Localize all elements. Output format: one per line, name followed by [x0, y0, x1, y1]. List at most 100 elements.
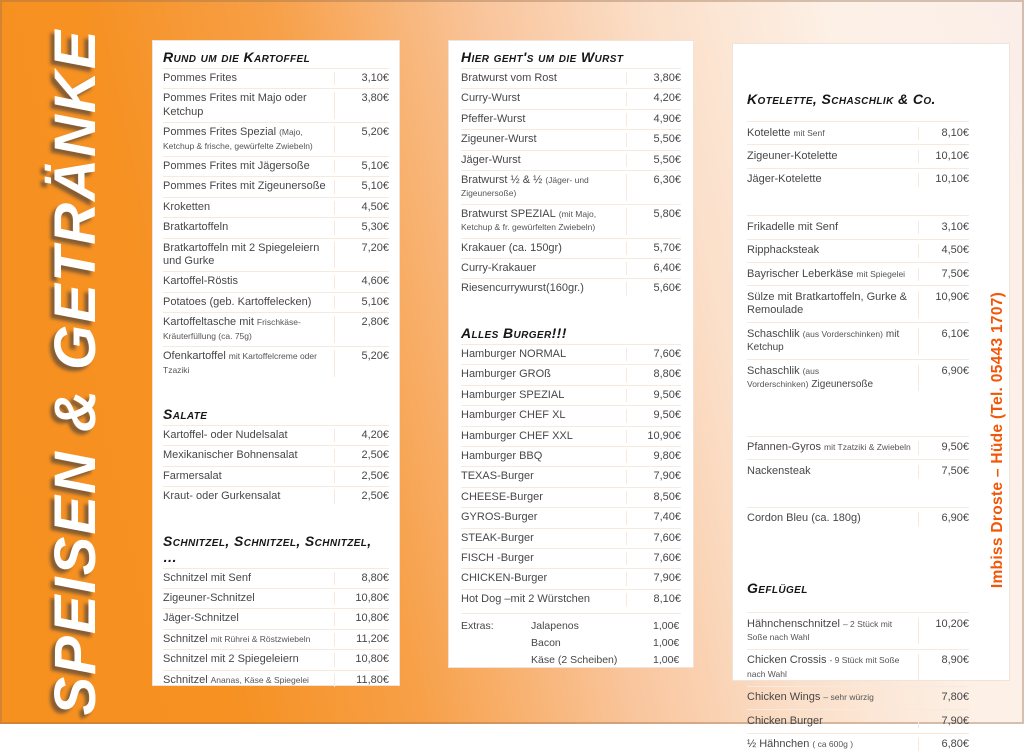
item-price: 4,20€ — [626, 92, 681, 106]
menu-item-row: Hot Dog –mit 2 Würstchen 8,10€ — [461, 588, 681, 609]
menu-item-list: Schnitzel mit Senf 8,80€ Zigeuner-Schnit… — [163, 567, 389, 690]
item-price: 8,10€ — [918, 126, 969, 140]
menu-item-row: Jäger-Kotelette 10,10€ — [747, 167, 969, 191]
item-name: Hähnchenschnitzel – 2 Stück mit Soße nach… — [747, 617, 893, 642]
item-name: Curry-Krakauer — [461, 262, 537, 275]
extras-list: Extras: Jalapenos 1,00€ Bacon 1,00€ Käse… — [461, 613, 681, 668]
item-name: ½ Hähnchen( ca 600g ) — [747, 738, 854, 751]
item-price: 4,90€ — [626, 112, 681, 127]
menu-item-row: Bratkartoffeln 5,30€ — [163, 217, 389, 237]
menu-item-row: Curry-Wurst 4,20€ — [461, 88, 681, 108]
item-name: Schaschlik (aus Vorderschinken) mit Ketchu… — [747, 327, 900, 354]
item-price: 6,40€ — [626, 262, 681, 276]
menu-item-row: Farmersalat 2,50€ — [163, 465, 389, 486]
menu-item-row: Pommes Frites mit Zigeunersoße 5,10€ — [163, 176, 389, 196]
item-name: Kotelette mit Senf — [747, 126, 825, 139]
item-name: Ripphacksteak — [747, 244, 820, 257]
menu-item-row: Pommes Frites mit Jägersoße 5,10€ — [163, 156, 389, 176]
item-name: Kraut- oder Gurkensalat — [163, 490, 281, 503]
menu-item-row: Chicken Crossis - 9 Stück mit Soße nach W… — [747, 648, 969, 686]
menu-item-row: Pommes Frites mit Majo oder Ketchup 3,80… — [163, 88, 389, 122]
item-name: Frikadelle mit Senf — [747, 220, 839, 233]
menu-item-row: Pommes Frites Spezial (Majo, Ketchup & fr… — [163, 122, 389, 156]
item-price: 10,80€ — [334, 653, 389, 667]
menu-item-row: Bratwurst SPEZIAL (mit Majo, Ketchup & fr… — [461, 203, 681, 238]
menu-item-row: GYROS-Burger 7,40€ — [461, 507, 681, 527]
extra-item-row: Extras: Jalapenos 1,00€ — [461, 617, 681, 634]
menu-item-list: Kartoffel- oder Nudelsalat 4,20€ Mexikan… — [163, 424, 389, 507]
item-name: Pommes Frites Spezial (Majo, Ketchup & fr… — [163, 126, 313, 151]
item-name: Kartoffel-Röstis — [163, 275, 238, 288]
item-price: 7,40€ — [626, 511, 681, 525]
menu-item-row: ½ Hähnchen( ca 600g ) 6,80€ — [747, 732, 969, 756]
item-price: 7,90€ — [626, 572, 681, 586]
menu-item-list: Pommes Frites 3,10€ Pommes Frites mit Ma… — [163, 68, 389, 380]
menu-item-row: Kotelette mit Senf 8,10€ — [747, 121, 969, 144]
menu-item-row: Zigeuner-Kotelette 10,10€ — [747, 144, 969, 167]
item-name: Pfeffer-Wurst — [461, 112, 526, 125]
menu-item-row: Hamburger BBQ 9,80€ — [461, 445, 681, 466]
item-price: 5,70€ — [626, 241, 681, 256]
section-title: Alles Burger!!! — [461, 324, 567, 341]
imbiss-contact-banner: Imbiss Droste – Hüde (Tel. 05443 1707) — [989, 291, 1006, 589]
menu-item-row: Nackensteak 7,50€ — [747, 459, 969, 482]
item-name: Nackensteak — [747, 464, 811, 477]
item-price: 7,50€ — [918, 267, 969, 281]
section-kotelette-schaschlik: Kotelette, Schaschlik & Co. Kotelette mit… — [747, 91, 969, 530]
section-schnitzel: Schnitzel, Schnitzel, Schnitzel, … Schni… — [163, 533, 389, 690]
item-price: 10,80€ — [334, 591, 389, 606]
extra-item-row: Bacon 1,00€ — [461, 634, 681, 651]
section-rund-um-die-kartoffel: Rund um die Kartoffel Pommes Frites 3,10… — [163, 49, 389, 380]
section-title: Kotelette, Schaschlik & Co. — [747, 91, 936, 107]
item-name: Jäger-Schnitzel — [163, 612, 239, 625]
section-title: Schnitzel, Schnitzel, Schnitzel, … — [163, 532, 372, 565]
item-name: Chicken Wings – sehr würzig — [747, 691, 874, 704]
item-name: Riesencurrywurst(160gr.) — [461, 282, 584, 295]
item-price: 6,30€ — [626, 174, 681, 201]
item-name: Bratkartoffeln mit 2 Spiegeleiern und Gu… — [163, 241, 320, 268]
item-price: 10,10€ — [918, 173, 969, 187]
item-name: Bratwurst vom Rost — [461, 72, 557, 84]
menu-item-row: Zigeuner-Schnitzel 10,80€ — [163, 587, 389, 608]
item-name: Zigeuner-Kotelette — [747, 149, 838, 162]
item-name: Jäger-Kotelette — [747, 173, 822, 186]
item-price: 10,10€ — [918, 149, 969, 164]
menu-item-row: Hamburger CHEF XXL 10,90€ — [461, 425, 681, 446]
panel-wurst-burger: Hier geht's um die Wurst Bratwurst vom R… — [448, 40, 694, 668]
menu-item-row: Bratwurst ½ & ½ (Jäger- und Zigeunersoße)… — [461, 170, 681, 204]
menu-item-row: Kartoffel- oder Nudelsalat 4,20€ — [163, 424, 389, 445]
menu-item-row: FISCH -Burger 7,60€ — [461, 547, 681, 568]
item-price: 7,60€ — [626, 531, 681, 545]
section-burger: Alles Burger!!! Hamburger NORMAL 7,60€ H… — [461, 325, 681, 668]
menu-item-row: Zigeuner-Wurst 5,50€ — [461, 129, 681, 149]
menu-item-row: Hähnchenschnitzel – 2 Stück mit Soße nach… — [747, 612, 969, 649]
menu-item-row: Kraut- oder Gurkensalat 2,50€ — [163, 486, 389, 506]
section-salate: Salate Kartoffel- oder Nudelsalat 4,20€ … — [163, 406, 389, 507]
menu-item-row: Ofenkartoffel mit Kartoffelcreme oder Tza… — [163, 346, 389, 380]
menu-item-row: Schnitzel mit Rührei & Röstzwiebeln 11,20… — [163, 628, 389, 649]
item-name: Pfannen-Gyros mit Tzatziki & Zwiebeln — [747, 441, 911, 454]
item-price: 5,80€ — [626, 207, 681, 235]
menu-item-row: Hamburger CHEF XL 9,50€ — [461, 405, 681, 425]
item-name: Pommes Frites mit Majo oder Ketchup — [163, 92, 307, 118]
item-price: 9,50€ — [918, 441, 969, 455]
item-price: 6,90€ — [918, 364, 969, 392]
item-price: 2,50€ — [334, 469, 389, 484]
extra-item-row: Käse (2 Scheiben) 1,00€ — [461, 651, 681, 668]
menu-item-row: Cordon Bleu (ca. 180g) 6,90€ — [747, 506, 969, 530]
menu-item-row: CHEESE-Burger 8,50€ — [461, 486, 681, 507]
menu-item-row: Pommes Frites 3,10€ — [163, 68, 389, 88]
item-name: Pommes Frites mit Zigeunersoße — [163, 180, 326, 193]
item-name: Bratkartoffeln — [163, 221, 229, 234]
item-price: 7,50€ — [918, 464, 969, 479]
panel-kotelette-gefluegel: Kotelette, Schaschlik & Co. Kotelette mit… — [732, 43, 1010, 752]
item-name: Hamburger CHEF XL — [461, 409, 566, 422]
item-price: 3,80€ — [626, 72, 681, 86]
item-name: Chicken Crossis - 9 Stück mit Soße nach W… — [747, 654, 900, 679]
menu-item-row: Kartoffeltasche mit Frischkäse-Kräuterfül… — [163, 312, 389, 346]
item-name: Cordon Bleu (ca. 180g) — [747, 512, 861, 525]
item-name: Bratwurst ½ & ½ (Jäger- und Zigeunersoße) — [461, 174, 589, 199]
item-name: Schnitzel mit Senf — [163, 571, 252, 584]
item-name: Potatoes (geb. Kartoffelecken) — [163, 295, 312, 308]
item-name: Hamburger SPEZIAL — [461, 388, 565, 401]
